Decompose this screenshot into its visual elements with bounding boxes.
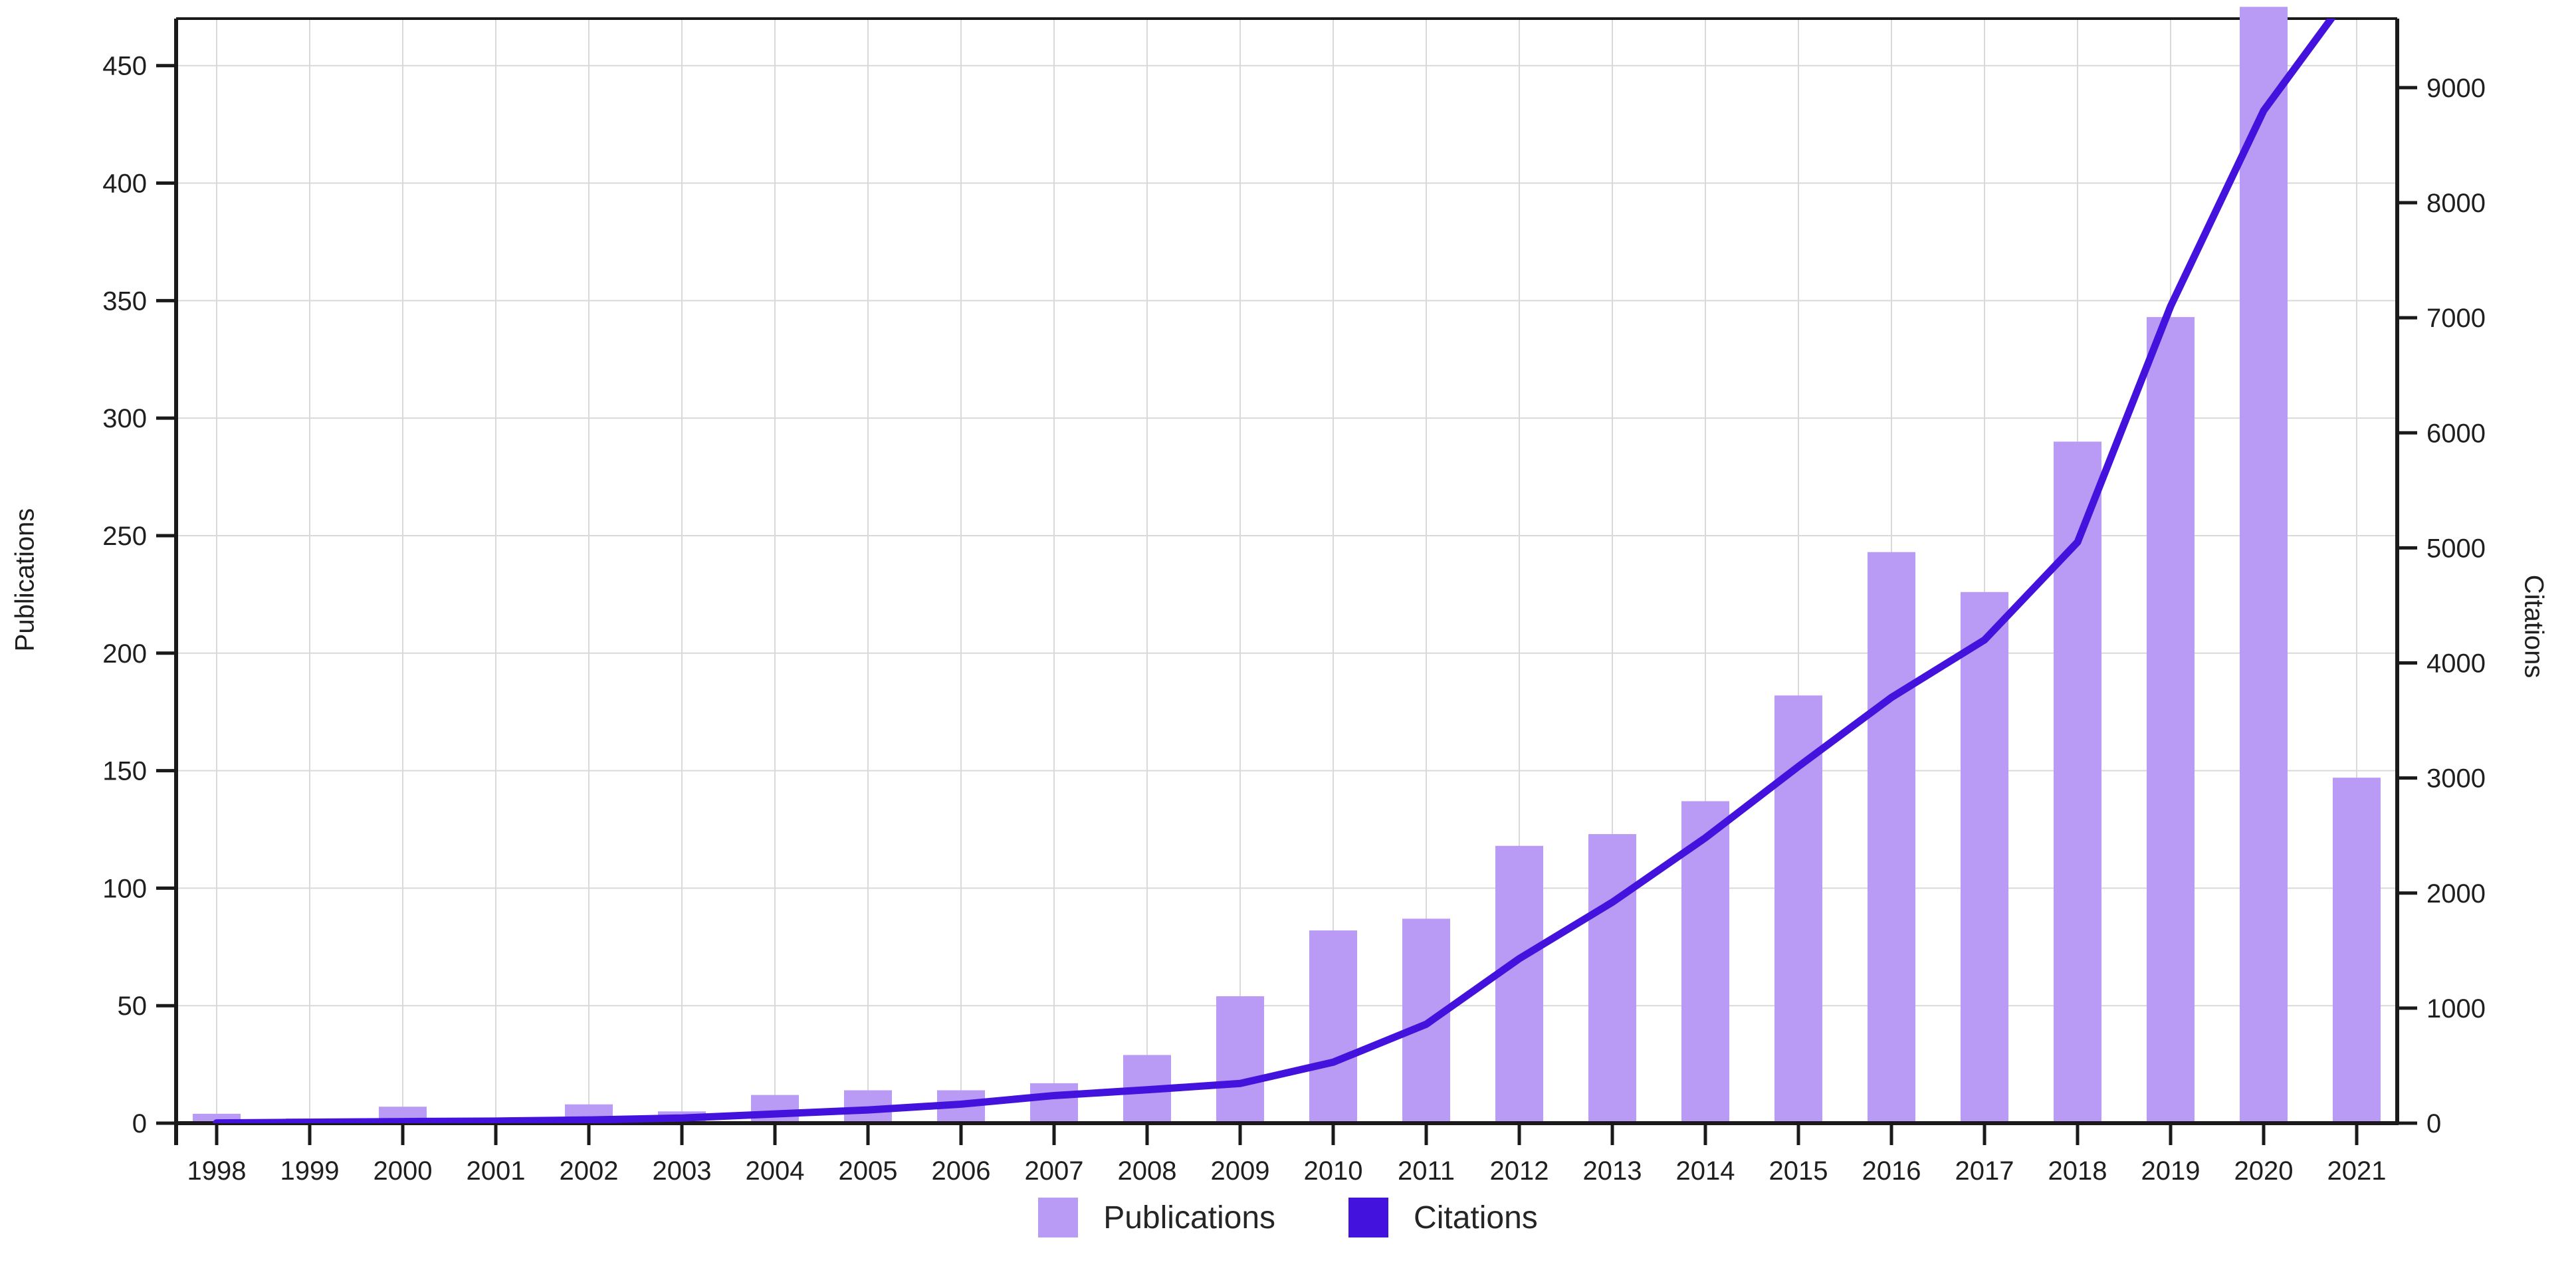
bar-2017[interactable] (1961, 591, 2008, 1123)
svg-text:9000: 9000 (2426, 74, 2486, 103)
svg-text:5000: 5000 (2426, 534, 2486, 563)
bar-2019[interactable] (2147, 317, 2195, 1123)
svg-text:2013: 2013 (1583, 1156, 1642, 1186)
svg-text:2010: 2010 (1304, 1156, 1363, 1186)
svg-text:450: 450 (102, 52, 147, 81)
svg-text:2003: 2003 (653, 1156, 712, 1186)
svg-text:0: 0 (132, 1109, 147, 1138)
svg-text:6000: 6000 (2426, 419, 2486, 448)
svg-text:2018: 2018 (2048, 1156, 2107, 1186)
svg-text:0: 0 (2426, 1109, 2441, 1138)
svg-text:2007: 2007 (1025, 1156, 1084, 1186)
legend-item-publications[interactable]: Publications (1038, 1198, 1275, 1237)
legend-label-publications: Publications (1103, 1200, 1276, 1235)
svg-text:7000: 7000 (2426, 304, 2486, 333)
svg-text:1998: 1998 (187, 1156, 247, 1186)
publications-swatch-icon (1038, 1198, 1079, 1237)
svg-text:2016: 2016 (1862, 1156, 1921, 1186)
svg-text:150: 150 (102, 757, 147, 786)
bar-2007[interactable] (1030, 1083, 1078, 1123)
svg-text:2019: 2019 (2141, 1156, 2200, 1186)
svg-text:8000: 8000 (2426, 189, 2486, 218)
svg-text:400: 400 (102, 169, 147, 199)
svg-text:350: 350 (102, 286, 147, 316)
bar-2021[interactable] (2333, 778, 2381, 1123)
svg-text:1999: 1999 (280, 1156, 340, 1186)
svg-text:2009: 2009 (1211, 1156, 1270, 1186)
svg-text:100: 100 (102, 874, 147, 903)
svg-text:2006: 2006 (932, 1156, 991, 1186)
svg-text:250: 250 (102, 522, 147, 551)
svg-text:2005: 2005 (839, 1156, 898, 1186)
bar-2015[interactable] (1774, 695, 1822, 1123)
svg-text:2017: 2017 (1955, 1156, 2014, 1186)
svg-text:2020: 2020 (2234, 1156, 2294, 1186)
svg-text:2015: 2015 (1769, 1156, 1828, 1186)
legend-label-citations: Citations (1414, 1200, 1538, 1235)
legend: Publications Citations (0, 1198, 2576, 1237)
svg-text:3000: 3000 (2426, 764, 2486, 794)
left-axis-title: Publications (10, 508, 40, 652)
svg-text:50: 50 (118, 992, 148, 1021)
bar-2004[interactable] (751, 1095, 799, 1123)
bar-2020[interactable] (2240, 7, 2288, 1124)
bar-2010[interactable] (1309, 930, 1357, 1123)
svg-text:2021: 2021 (2327, 1156, 2387, 1186)
bar-2009[interactable] (1216, 996, 1264, 1123)
svg-text:1000: 1000 (2426, 994, 2486, 1023)
legend-item-citations[interactable]: Citations (1348, 1198, 1538, 1237)
svg-text:2000: 2000 (2426, 879, 2486, 909)
svg-text:2014: 2014 (1676, 1156, 1735, 1186)
bar-2014[interactable] (1681, 801, 1729, 1123)
bar-2012[interactable] (1495, 845, 1543, 1123)
bar-2013[interactable] (1588, 834, 1636, 1123)
svg-text:200: 200 (102, 639, 147, 669)
svg-text:2001: 2001 (467, 1156, 526, 1186)
bar-2016[interactable] (1868, 552, 1915, 1123)
right-axis-title: Citations (2519, 574, 2549, 679)
svg-text:2012: 2012 (1490, 1156, 1549, 1186)
svg-text:2011: 2011 (1398, 1156, 1455, 1186)
svg-text:2000: 2000 (374, 1156, 433, 1186)
svg-text:2008: 2008 (1118, 1156, 1177, 1186)
svg-text:2002: 2002 (560, 1156, 619, 1186)
svg-text:4000: 4000 (2426, 649, 2486, 679)
citations-swatch-icon (1348, 1198, 1389, 1237)
svg-text:2004: 2004 (746, 1156, 805, 1186)
citations-line (213, 19, 2336, 1123)
svg-text:300: 300 (102, 404, 147, 433)
